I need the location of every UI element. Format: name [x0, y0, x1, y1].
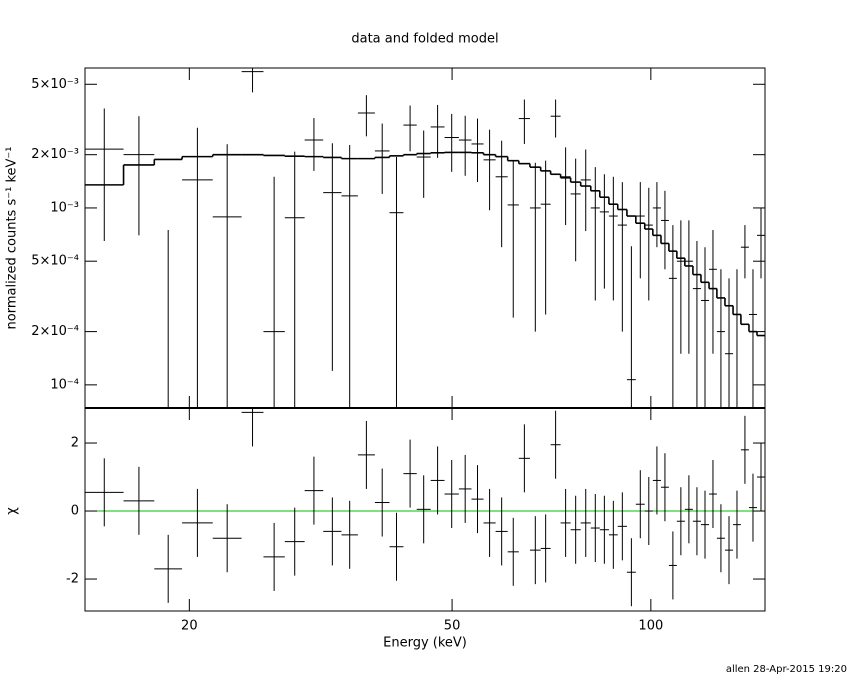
y-tick-label: 5×10⁻⁴ [31, 254, 79, 269]
y-axis-label: normalized counts s⁻¹ keV⁻¹ [5, 147, 20, 330]
y-tick-label: 0 [71, 504, 79, 519]
axes: 10⁻⁴ 2×10⁻⁴ 5×10⁻⁴ 10⁻³ 2×10⁻³ 5×10⁻³ -2 0 2 20 50… [31, 67, 766, 634]
x-axis-label: Energy (keV) [383, 636, 467, 651]
footer: allen 28-Apr-2015 19:20 [726, 664, 847, 675]
chart-title: data and folded model [351, 32, 498, 47]
x-tick-label: 20 [181, 619, 198, 634]
y-tick-label: 2 [71, 436, 79, 451]
y-tick-label: 2×10⁻⁴ [31, 324, 79, 339]
y-tick-label: 5×10⁻³ [31, 77, 79, 92]
spectrum-panel [85, 68, 765, 408]
y-tick-label: 2×10⁻³ [31, 147, 79, 162]
x-tick-label: 50 [444, 619, 461, 634]
y-tick-label: 10⁻³ [50, 200, 79, 215]
y-tick-label: 10⁻⁴ [50, 377, 79, 392]
residual-panel [85, 408, 765, 607]
y-axis-label: χ [5, 507, 20, 515]
y-tick-label: -2 [66, 572, 79, 587]
x-tick-label: 100 [638, 619, 663, 634]
